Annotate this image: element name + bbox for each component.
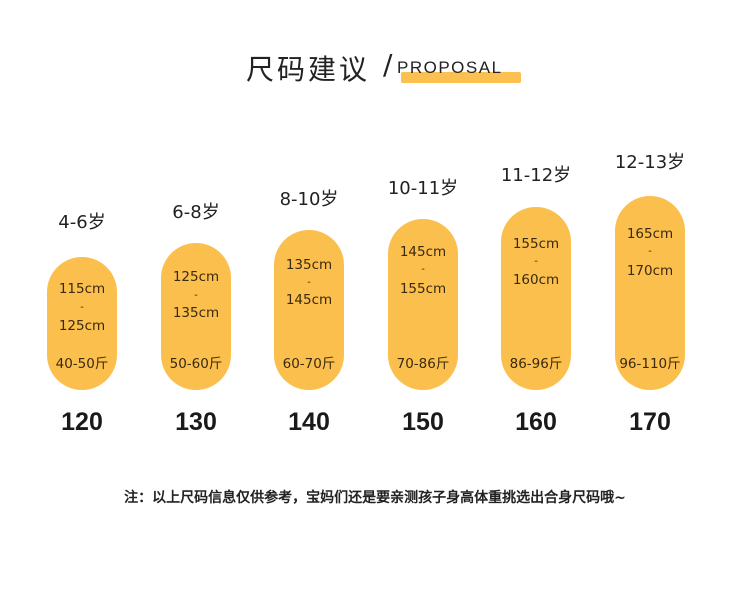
size-pill: 155cm - 160cm 86-96斤	[501, 207, 571, 390]
size-number: 150	[402, 408, 444, 436]
size-pill: 165cm - 170cm 96-110斤	[615, 196, 685, 390]
weight-range: 86-96斤	[509, 356, 563, 372]
size-number: 170	[629, 408, 671, 436]
size-pill: 115cm - 125cm 40-50斤	[47, 257, 117, 390]
title-en-wrap: PROPOSAL	[397, 58, 521, 83]
height-to: 135cm	[172, 305, 220, 321]
height-from: 125cm	[172, 269, 220, 285]
size-pill: 135cm - 145cm 60-70斤	[274, 230, 344, 390]
size-number: 160	[515, 408, 557, 436]
size-pill: 125cm - 135cm 50-60斤	[161, 243, 231, 390]
height-to: 155cm	[399, 281, 447, 297]
age-label: 6-8岁	[172, 202, 220, 223]
size-number: 120	[61, 408, 103, 436]
weight-range: 70-86斤	[396, 356, 450, 372]
height-to: 125cm	[58, 318, 106, 334]
size-column-170: 12-13岁 165cm - 170cm 96-110斤 170	[610, 0, 690, 460]
height-to: 145cm	[285, 292, 333, 308]
age-label: 11-12岁	[500, 165, 572, 186]
title-slash: /	[383, 48, 393, 81]
header: 尺码建议 / PROPOSAL	[0, 0, 750, 100]
weight-range: 40-50斤	[55, 356, 109, 372]
size-column-130: 6-8岁 125cm - 135cm 50-60斤 130	[156, 0, 236, 460]
height-from: 165cm	[626, 226, 674, 242]
size-column-160: 11-12岁 155cm - 160cm 86-96斤 160	[496, 0, 576, 460]
age-label: 12-13岁	[614, 152, 686, 173]
weight-range: 50-60斤	[169, 356, 223, 372]
size-number: 130	[175, 408, 217, 436]
size-column-120: 4-6岁 115cm - 125cm 40-50斤 120	[42, 0, 122, 460]
height-dash: -	[648, 246, 652, 257]
weight-range: 60-70斤	[282, 356, 336, 372]
height-from: 115cm	[58, 281, 106, 297]
height-from: 145cm	[399, 244, 447, 260]
size-pill: 145cm - 155cm 70-86斤	[388, 219, 458, 390]
size-column-150: 10-11岁 145cm - 155cm 70-86斤 150	[383, 0, 463, 460]
age-label: 10-11岁	[387, 178, 459, 199]
height-dash: -	[80, 302, 84, 313]
title-accent-bar	[401, 72, 521, 83]
height-from: 155cm	[512, 236, 560, 252]
size-column-140: 8-10岁 135cm - 145cm 60-70斤 140	[269, 0, 349, 460]
height-from: 135cm	[285, 257, 333, 273]
age-label: 4-6岁	[58, 212, 106, 233]
size-number: 140	[288, 408, 330, 436]
height-to: 160cm	[512, 272, 560, 288]
footnote: 注：以上尺码信息仅供参考，宝妈们还是要亲测孩子身高体重挑选出合身尺码哦~	[124, 490, 626, 506]
height-dash: -	[534, 256, 538, 267]
title-en: PROPOSAL	[397, 58, 503, 77]
height-dash: -	[194, 290, 198, 301]
height-dash: -	[307, 277, 311, 288]
page-title: 尺码建议	[246, 53, 371, 86]
height-to: 170cm	[626, 263, 674, 279]
weight-range: 96-110斤	[619, 356, 681, 372]
height-dash: -	[421, 264, 425, 275]
age-label: 8-10岁	[279, 189, 339, 210]
